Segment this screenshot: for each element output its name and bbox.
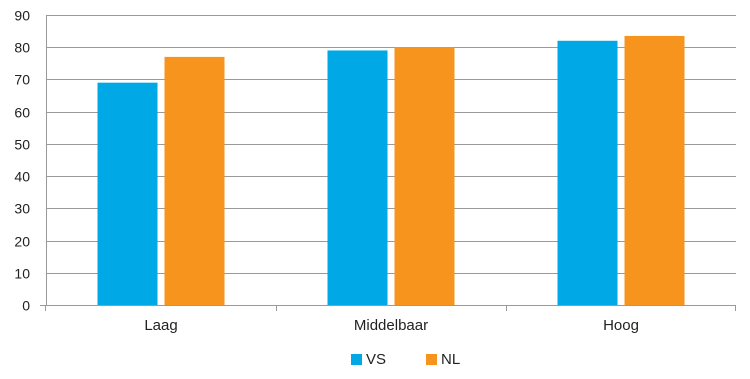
bars [97, 35, 685, 306]
legend-label-vs: VS [366, 351, 386, 368]
legend: VS NL [351, 351, 460, 368]
x-tick-label: Hoog [603, 317, 639, 334]
y-tick-label: 50 [14, 137, 30, 153]
y-tick-label: 0 [22, 298, 30, 314]
legend-item-nl: NL [426, 351, 460, 368]
legend-swatch-vs [351, 354, 362, 365]
bar-nl-hoog [624, 35, 685, 305]
x-tick-label: Middelbaar [354, 317, 428, 334]
bar-nl-middelbaar [394, 47, 455, 305]
gridlines [46, 15, 736, 274]
bar-vs-hoog [557, 40, 618, 306]
legend-label-nl: NL [441, 351, 460, 368]
bar-vs-laag [97, 82, 158, 306]
axes: 0 10 20 30 40 50 60 70 80 90 Laag Middelbaar Hoog [14, 8, 736, 334]
y-tick-label: 90 [14, 8, 30, 24]
legend-item-vs: VS [351, 351, 386, 368]
y-tick-label: 80 [14, 40, 30, 56]
y-tick-label: 40 [14, 169, 30, 185]
bar-vs-middelbaar [327, 50, 388, 305]
y-tick-label: 10 [14, 266, 30, 282]
y-tick-label: 30 [14, 201, 30, 217]
legend-swatch-nl [426, 354, 437, 365]
x-tick-label: Laag [144, 317, 177, 334]
y-tick-label: 70 [14, 72, 30, 88]
y-tick-label: 20 [14, 234, 30, 250]
bar-nl-laag [164, 56, 225, 306]
y-tick-label: 60 [14, 105, 30, 121]
